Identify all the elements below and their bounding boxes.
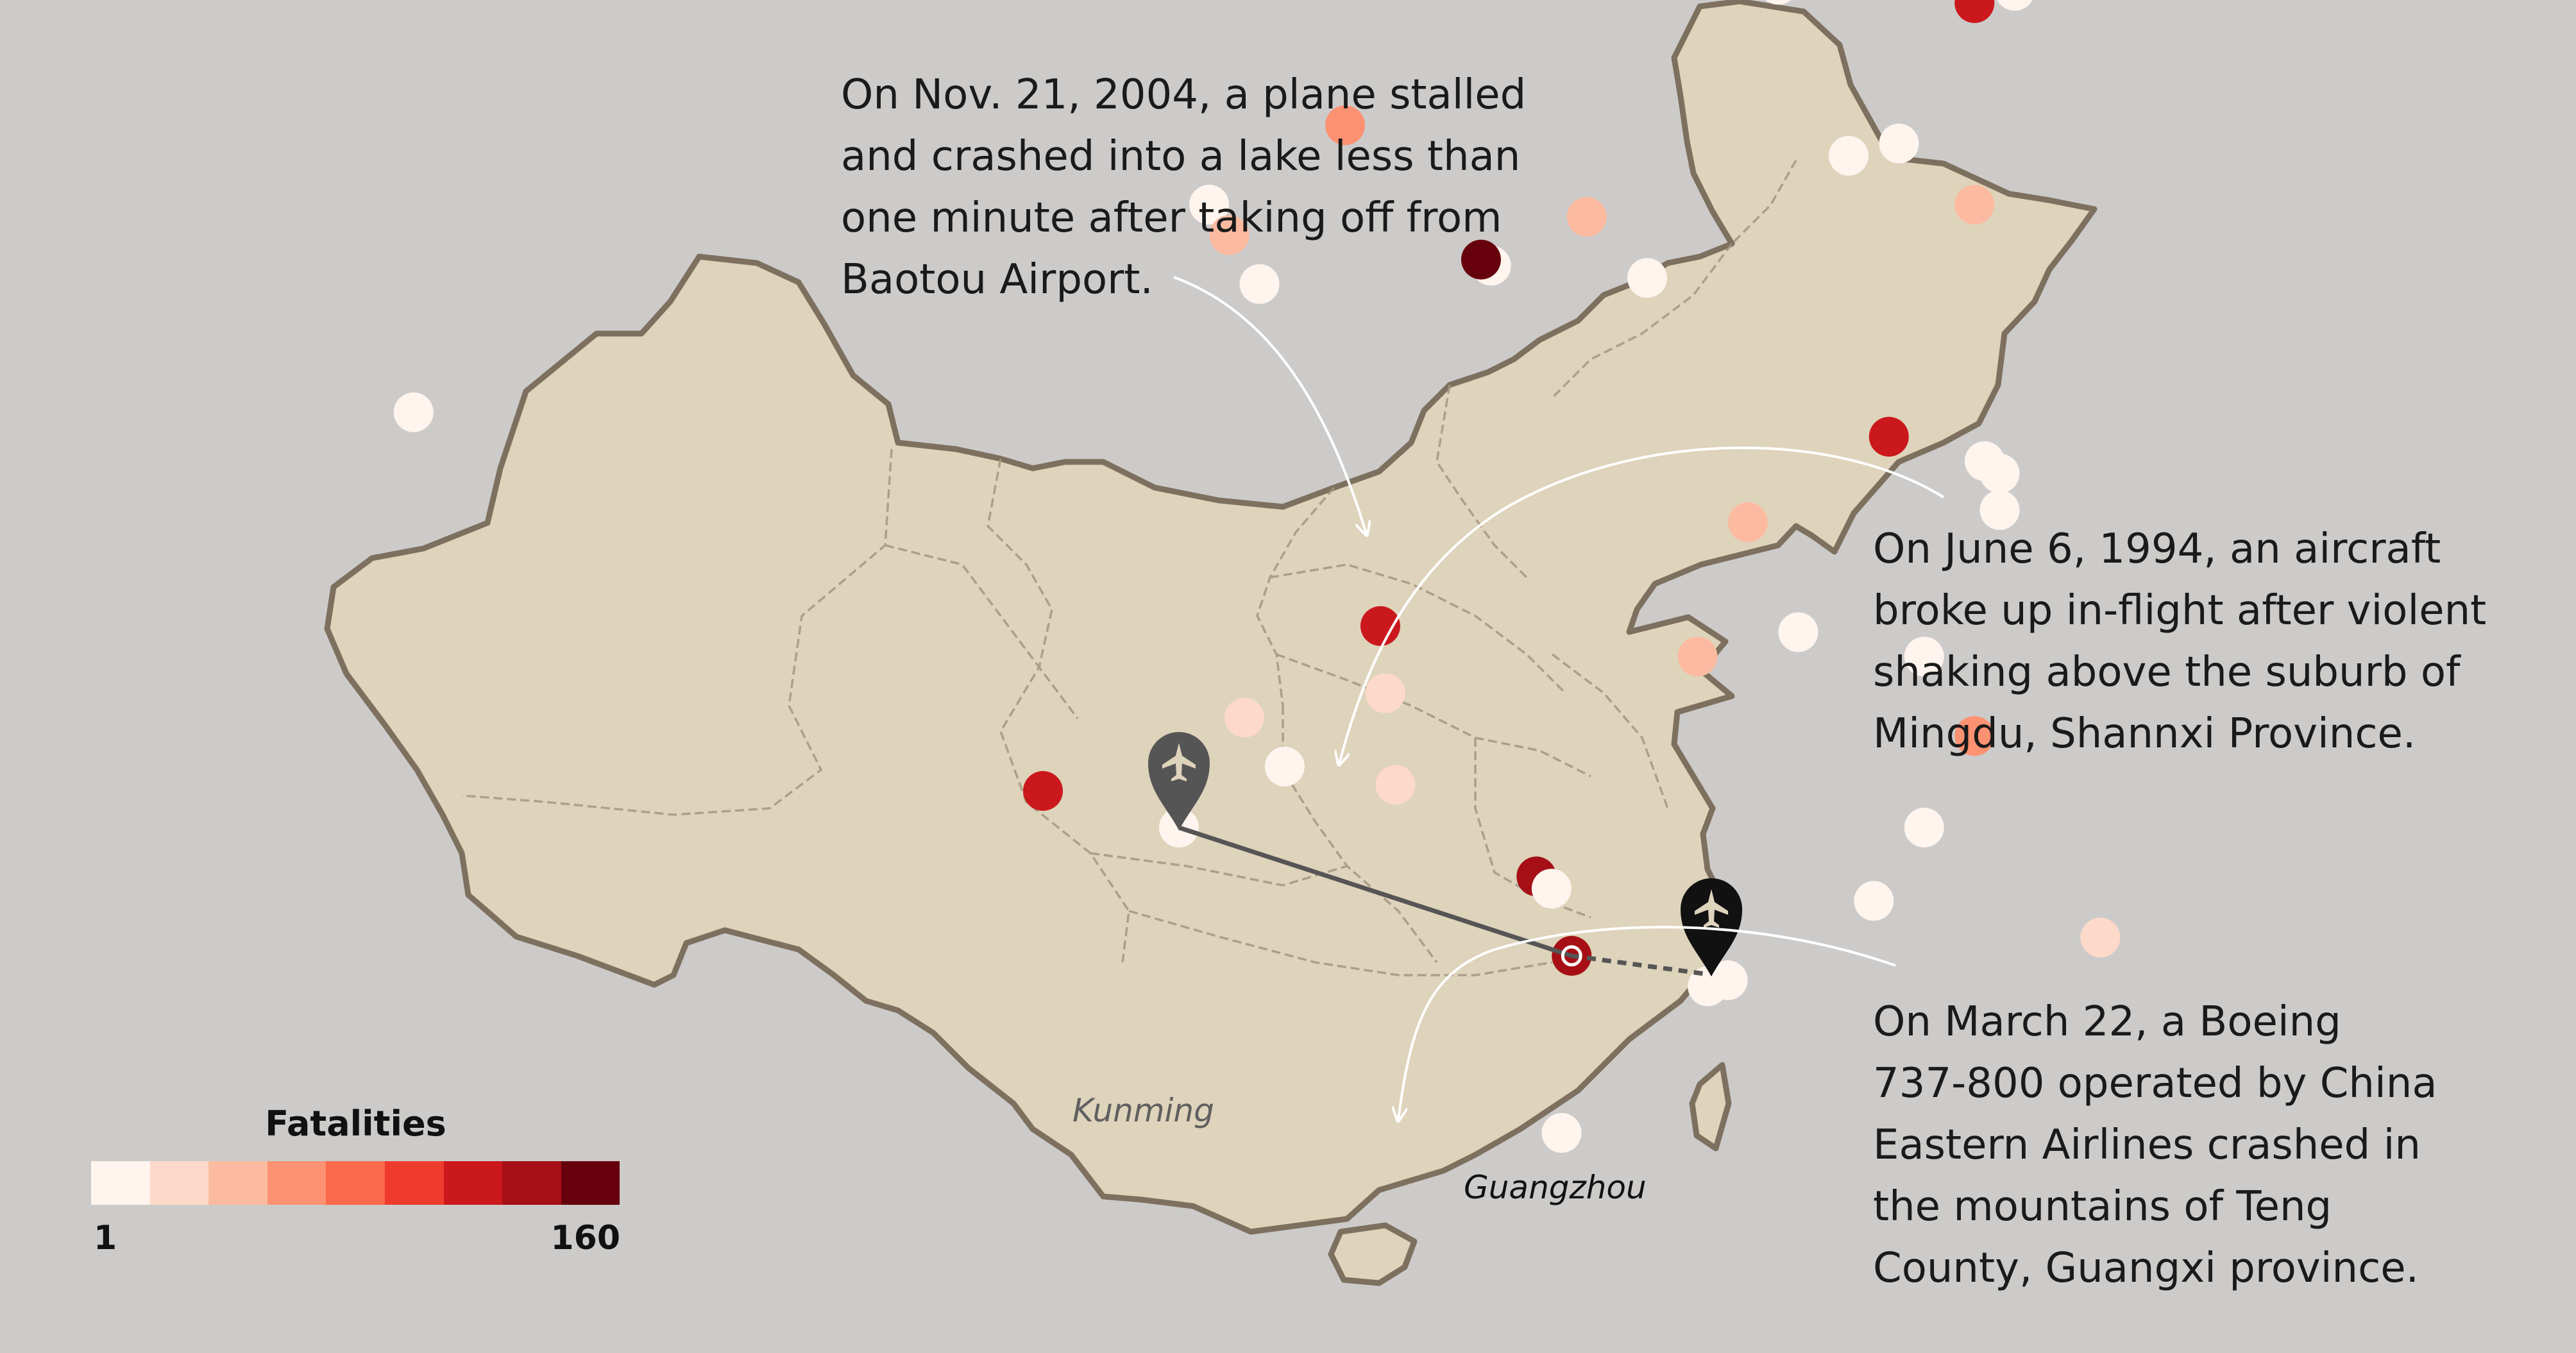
flight-route xyxy=(1178,825,1706,976)
legend-min-label: 1 xyxy=(94,1219,117,1257)
route-line-remaining xyxy=(1571,953,1706,976)
crash-site-marker xyxy=(1997,0,2033,11)
crash-site-marker xyxy=(1264,746,1305,787)
annotation-line: Eastern Airlines crashed in xyxy=(1873,1121,2421,1169)
annotation-line: Mingdu, Shannxi Province. xyxy=(1873,710,2416,758)
crash-site-marker xyxy=(1954,184,1995,225)
crash-site-marker xyxy=(1677,636,1718,677)
legend-color-scale xyxy=(91,1161,620,1205)
legend-title: Fatalities xyxy=(265,1103,446,1144)
airplane-icon xyxy=(1695,889,1729,928)
crash-site-marker xyxy=(1904,636,1944,677)
crash-site-marker xyxy=(1531,869,1572,909)
airplane-icon xyxy=(1162,743,1196,781)
annotation-line: the mountains of Teng xyxy=(1873,1183,2332,1230)
crash-site-marker xyxy=(1627,258,1667,298)
crash-site-marker xyxy=(1765,0,1791,5)
origin-city-label: Kunming xyxy=(1072,1092,1214,1129)
crash-site-marker xyxy=(1879,123,1919,164)
crash-site-marker xyxy=(1023,770,1063,811)
legend-swatch xyxy=(443,1161,503,1205)
origin-map-pin xyxy=(1148,732,1210,830)
legend-swatch xyxy=(326,1161,385,1205)
crash-site-marker xyxy=(1224,697,1264,738)
crash-site-marker xyxy=(1375,765,1416,805)
annotation-line: County, Guangxi province. xyxy=(1873,1245,2419,1292)
legend-swatch xyxy=(267,1161,326,1205)
map-pin-icon xyxy=(1148,732,1210,830)
crash-site-marker xyxy=(1728,502,1768,542)
annotation-line: On June 6, 1994, an aircraft xyxy=(1873,525,2441,573)
crash-site-marker xyxy=(1904,808,1944,847)
annotation-line: 737-800 operated by China xyxy=(1873,1060,2437,1107)
annotation-line: On Nov. 21, 2004, a plane stalled xyxy=(841,71,1527,119)
crash-sites xyxy=(393,0,2121,1153)
baotou-annotation-arrow xyxy=(1173,276,1366,534)
legend-swatch xyxy=(208,1161,267,1205)
crash-site-marker xyxy=(1360,606,1400,646)
annotation-line: and crashed into a lake less than xyxy=(841,133,1521,180)
crash-site-marker xyxy=(1854,881,1894,921)
crash-site-marker xyxy=(1979,489,2020,530)
destination-city-label: Guangzhou xyxy=(1464,1169,1647,1206)
crash-site-marker xyxy=(1778,612,1818,652)
crash-site-marker xyxy=(1707,960,1748,1000)
legend-max-label: 160 xyxy=(550,1219,620,1257)
crash-site-marker xyxy=(1239,264,1280,304)
crash-site-marker xyxy=(1325,105,1365,146)
crash-site-marker xyxy=(1954,0,1995,23)
legend-swatch xyxy=(502,1161,561,1205)
taiwan-island-shape xyxy=(1689,1062,1732,1152)
crash-site-marker xyxy=(1566,197,1607,237)
annotation-line: On March 22, a Boeing xyxy=(1873,998,2341,1046)
hainan-island-shape xyxy=(1328,1222,1418,1286)
crash-site-marker xyxy=(2080,917,2121,958)
mingdu-annotation-arrow xyxy=(1339,447,1945,763)
annotation-arrows xyxy=(1173,276,1945,1119)
crash-site-marker xyxy=(1541,1113,1582,1153)
annotation-line: one minute after taking off from xyxy=(841,194,1502,242)
mainland-china-shape xyxy=(324,0,2097,1235)
legend-swatch xyxy=(384,1161,444,1205)
crash-site-marker xyxy=(1979,453,2020,493)
crash-site-marker xyxy=(1829,135,1868,176)
teng-annotation-arrow xyxy=(1398,926,1896,1119)
annotation-line: broke up in-flight after violent xyxy=(1873,587,2487,634)
legend-swatch xyxy=(91,1161,150,1205)
crash-site-marker xyxy=(1954,716,1995,756)
crash-site-marker xyxy=(393,392,434,432)
crash-site-marker xyxy=(1189,184,1230,225)
china-landmass xyxy=(324,0,2097,1286)
annotation-baotou: On Nov. 21, 2004, a plane stalled and cr… xyxy=(841,64,1526,311)
legend-swatch xyxy=(149,1161,209,1205)
crash-site-marker xyxy=(1461,239,1501,280)
destination-map-pin xyxy=(1681,878,1743,976)
annotation-line: Baotou Airport. xyxy=(841,256,1153,303)
province-borders xyxy=(461,160,1797,976)
route-line-flown xyxy=(1178,825,1573,958)
map-pin-icon xyxy=(1681,878,1743,976)
legend-swatch xyxy=(561,1161,620,1205)
crash-site-marker xyxy=(1365,673,1405,713)
annotation-line: shaking above the suburb of xyxy=(1873,649,2461,696)
crash-site-marker xyxy=(1868,416,1909,457)
annotation-teng-county: On March 22, a Boeing 737-800 operated b… xyxy=(1873,991,2437,1299)
crash-location-ring xyxy=(1561,945,1582,967)
crash-site-marker xyxy=(1209,215,1250,255)
annotation-mingdu: On June 6, 1994, an aircraft broke up in… xyxy=(1873,518,2486,765)
